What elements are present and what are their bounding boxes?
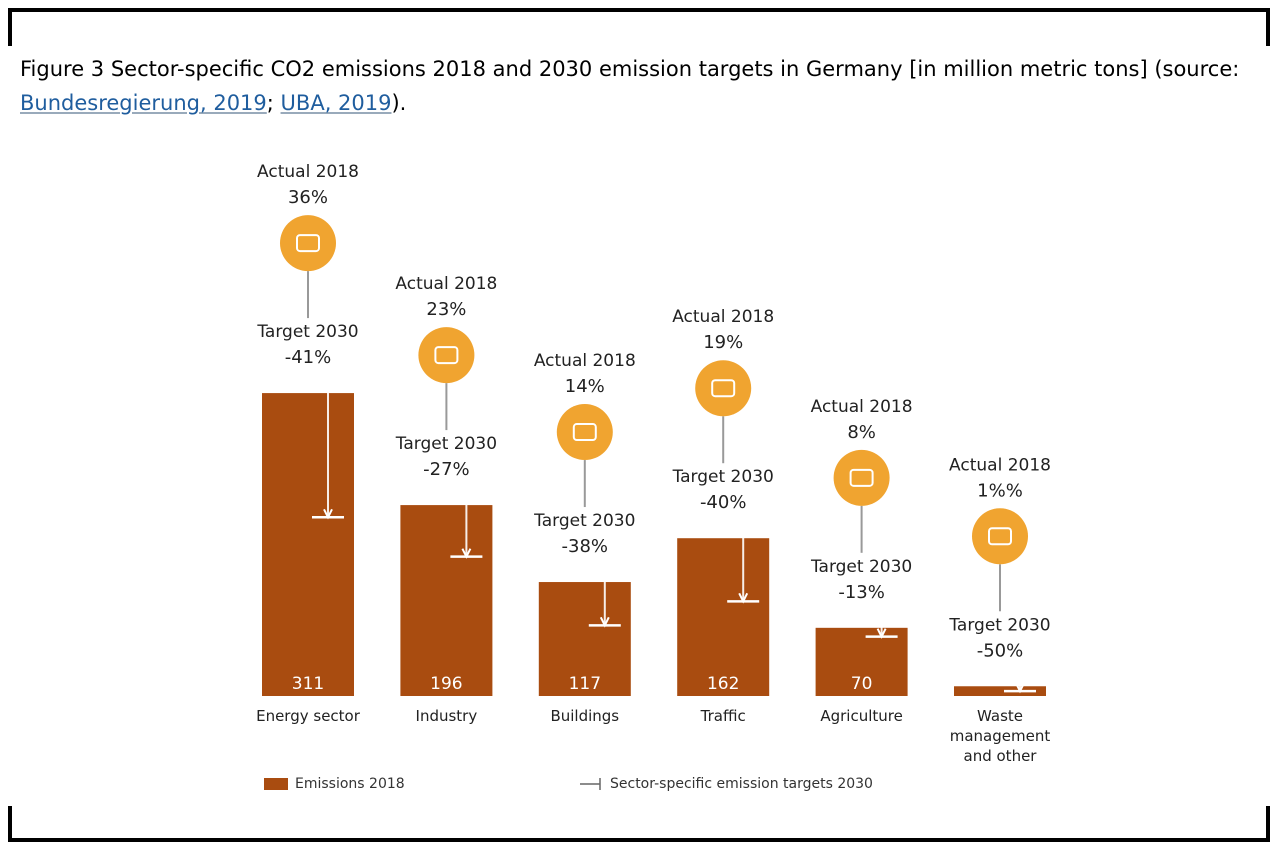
target-label: Target 2030: [533, 511, 635, 531]
sector-icon: [418, 327, 475, 384]
bar: [400, 505, 493, 696]
target-value-label: -38%: [562, 536, 609, 557]
target-label: Target 2030: [256, 322, 358, 342]
source-link[interactable]: Bundesregierung, 2019: [20, 91, 267, 115]
category-label: Agriculture: [820, 707, 903, 725]
value-label: 117: [569, 674, 601, 694]
actual-label: Actual 2018: [949, 455, 1051, 475]
category-label: Waste management and other: [949, 707, 1051, 765]
value-label: 311: [292, 674, 324, 694]
actual-label: Actual 2018: [534, 351, 636, 371]
source-link[interactable]: UBA, 2019: [280, 91, 392, 115]
top-bracket: [8, 8, 1270, 46]
icon-glyph: [296, 234, 320, 253]
legend-label: Emissions 2018: [295, 776, 405, 792]
bar: [815, 627, 908, 696]
share-label: 8%: [847, 422, 876, 443]
share-label: 36%: [288, 187, 328, 208]
actual-label: Actual 2018: [257, 162, 359, 182]
bar: [677, 538, 770, 696]
bottom-bracket: [8, 806, 1270, 842]
sector-icon: [280, 215, 336, 272]
share-label: 23%: [426, 299, 466, 320]
legend-swatch: [264, 778, 288, 790]
target-value-label: -41%: [285, 347, 332, 368]
share-label: 14%: [565, 376, 605, 397]
caption-text: ).: [391, 91, 407, 115]
target-label: Target 2030: [395, 434, 497, 454]
target-label: Target 2030: [672, 467, 774, 487]
sector-icon: [556, 404, 613, 461]
target-value-label: -13%: [838, 582, 885, 603]
bar: [538, 582, 631, 696]
category-label: Industry: [415, 707, 478, 725]
share-label: 19%: [703, 332, 743, 353]
caption-text: Figure 3 Sector-specific CO2 emissions 2…: [20, 57, 1240, 81]
target-value-label: -40%: [700, 492, 747, 513]
sector-icon: [972, 508, 1028, 565]
sector-icon: [833, 449, 890, 506]
frame-corners: [8, 8, 1270, 842]
target-label: Target 2030: [810, 557, 912, 577]
actual-label: Actual 2018: [395, 274, 497, 294]
category-label: Buildings: [550, 707, 620, 725]
legend-label: Sector-specific emission targets 2030: [610, 776, 873, 792]
bar: [954, 686, 1046, 696]
sector-icon: [695, 360, 752, 417]
figure-caption: Figure 3 Sector-specific CO2 emissions 2…: [20, 52, 1250, 120]
target-value-label: -50%: [977, 640, 1024, 661]
value-label: 162: [707, 674, 739, 694]
value-label: 70: [851, 674, 873, 694]
target-value-label: -27%: [423, 459, 470, 480]
icon-glyph: [572, 423, 597, 442]
target-label: Target 2030: [948, 615, 1050, 635]
share-label: 1%%: [977, 480, 1023, 501]
category-label: Energy sector: [256, 707, 360, 725]
category-label: Traffic: [700, 707, 746, 725]
icon-glyph: [434, 346, 459, 365]
value-label: 196: [430, 674, 462, 694]
icon-glyph: [849, 468, 874, 487]
actual-label: Actual 2018: [672, 307, 774, 327]
bar: [262, 393, 354, 696]
icon-glyph: [988, 527, 1012, 546]
caption-text: ;: [266, 91, 281, 115]
icon-glyph: [711, 379, 736, 398]
actual-label: Actual 2018: [811, 397, 913, 417]
